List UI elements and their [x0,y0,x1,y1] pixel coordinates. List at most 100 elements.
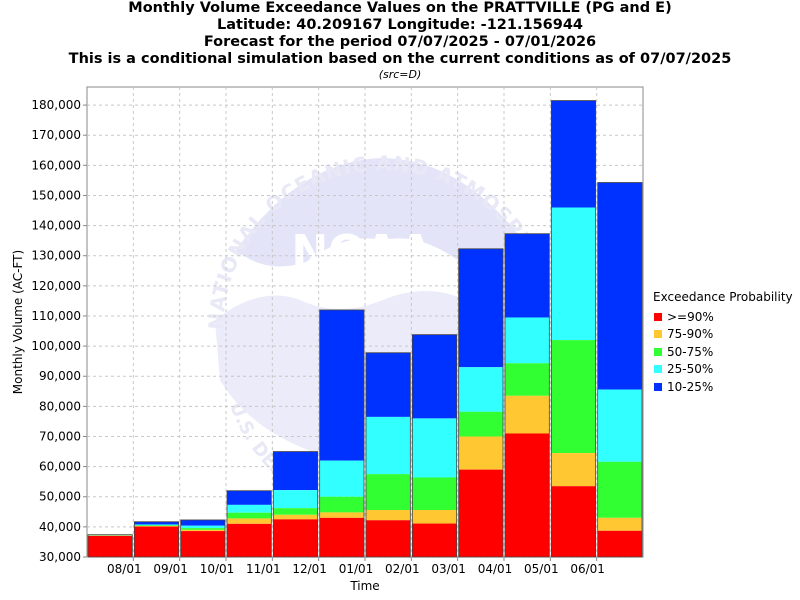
legend-swatch [654,382,662,391]
bar-segment [273,508,318,515]
bar-segment [273,519,318,557]
bar-segment [597,517,642,531]
bar-segment [551,100,596,208]
bar-segment [551,340,596,454]
bar-segment [597,461,642,518]
bar-segment [180,519,225,526]
legend-label: 10-25% [667,379,714,394]
chart-title: Monthly Volume Exceedance Values on the … [128,0,672,16]
bar-segment [458,248,503,368]
bar-segment [227,512,272,519]
x-tick-label: 04/01 [478,562,513,576]
legend-label: 25-50% [667,362,714,377]
legend: Exceedance Probability >=90% 75-90% 50-75%… [653,290,793,396]
legend-swatch [654,365,662,374]
legend-item: 50-75% [653,343,793,361]
bar-segment [319,517,364,557]
bar-outline [133,521,180,558]
bar-segment [273,514,318,520]
bar-segment [319,496,364,513]
bar-outline [550,100,597,558]
x-tick-label: 10/01 [200,562,235,576]
bar-segment [458,436,503,470]
legend-item: 25-50% [653,361,793,379]
bar-segment [134,525,179,527]
bar-segment [505,433,550,557]
bar-outline [458,248,504,558]
legend-swatch [654,347,662,356]
bar-segment [319,512,364,518]
bar-segment [551,486,596,557]
bar-segment [505,395,550,434]
bar-segment [366,474,411,510]
x-axis-label: Time [349,579,379,593]
x-tick-label: 12/01 [292,562,327,576]
y-tick-label: 100,000 [31,339,81,353]
bar-outline [226,490,272,558]
chart-location: Latitude: 40.209167 Longitude: -121.1569… [216,17,584,33]
bar-segment [319,309,364,461]
bar-segment [366,352,411,417]
bar-segment [273,490,318,509]
bar-segment [366,520,411,557]
chart-header: Monthly Volume Exceedance Values on the … [0,0,800,82]
bar-outline [87,534,133,558]
y-tick-label: 140,000 [31,219,81,233]
bar-segment [505,363,550,396]
bar-segment [366,510,411,521]
y-tick-label: 80,000 [39,399,81,413]
bar-segment [412,523,457,557]
legend-swatch [654,312,662,321]
y-tick-label: 180,000 [31,98,81,112]
bar-segment [319,460,364,497]
x-tick-label: 06/01 [570,562,605,576]
grid-lines [87,87,643,558]
legend-label: 50-75% [667,344,714,359]
bar-segment [227,518,272,524]
bar-segment [458,367,503,412]
y-tick-label: 150,000 [31,188,81,202]
bar-segment [551,453,596,487]
y-tick-label: 170,000 [31,128,81,142]
bar-segment [597,530,642,557]
bar-segment [412,418,457,478]
y-axis: 30,000 40,000 50,000 60,000 70,000 80,000 90,0… [31,98,87,564]
bar-outline [504,233,550,558]
bar-segment [227,523,272,557]
bar-outline [319,309,365,558]
bar-segment [88,535,133,557]
bar-segment [180,531,225,557]
bar-outline [597,182,643,558]
x-tick-label: 03/01 [431,562,466,576]
bar-segment [412,334,457,419]
y-axis-label: Monthly Volume (AC-FT) [11,250,25,394]
bar-segment [597,389,642,462]
bar-segment [180,525,225,529]
y-tick-label: 40,000 [39,520,81,534]
x-tick-label: 08/01 [107,562,142,576]
bar-segment [551,207,596,341]
y-tick-label: 90,000 [39,369,81,383]
y-tick-label: 70,000 [39,429,81,443]
legend-items: >=90% 75-90% 50-75% 25-50% 10-25% [653,308,793,396]
bar-segment [227,504,272,513]
y-tick-label: 50,000 [39,490,81,504]
legend-item: 75-90% [653,326,793,344]
bar-segment [505,233,550,318]
chart-source: (src=D) [378,68,422,81]
legend-label: >=90% [667,309,714,324]
bar-segment [412,477,457,510]
bar-segment [227,490,272,505]
chart-note: This is a conditional simulation based o… [68,51,732,67]
watermark-bird-shape [236,158,530,267]
y-tick-label: 120,000 [31,279,81,293]
bar-segment [412,510,457,524]
y-tick-label: 30,000 [39,550,81,564]
bar-segment [273,451,318,491]
bar-segment [134,521,179,525]
bar-segment [597,182,642,390]
legend-title: Exceedance Probability [653,290,793,304]
x-tick-label: 02/01 [385,562,420,576]
